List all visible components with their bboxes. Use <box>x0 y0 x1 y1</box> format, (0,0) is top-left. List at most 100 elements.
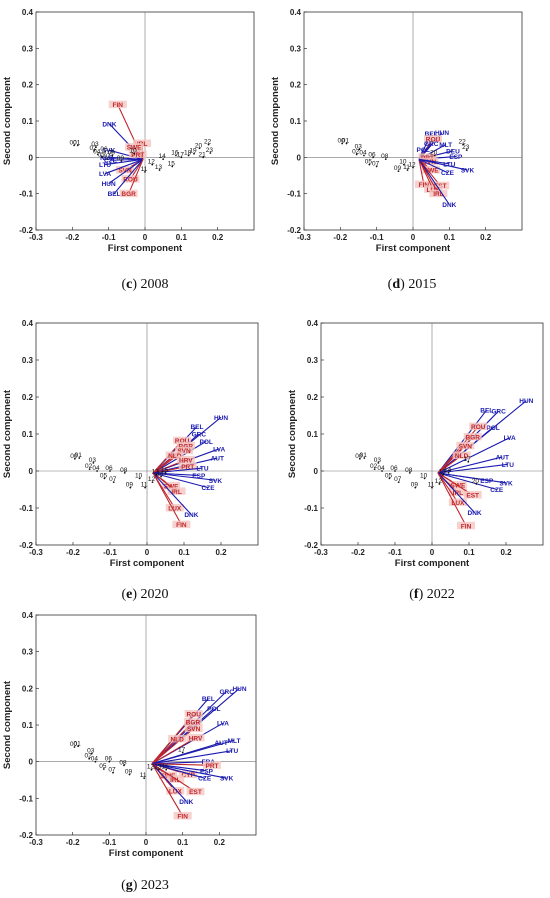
year-score-point <box>88 757 91 760</box>
loading-label: HUN <box>232 686 246 693</box>
year-score-point <box>388 477 391 480</box>
loading-label-highlight <box>469 422 488 431</box>
loading-vector <box>437 409 488 474</box>
loading-label: LUX <box>169 789 183 796</box>
loading-label-highlight <box>414 180 433 189</box>
loading-vector <box>108 158 144 184</box>
x-tick-label: 0 <box>143 233 148 242</box>
x-tick-label: -0.1 <box>103 548 117 557</box>
loading-label: ROU <box>426 137 441 144</box>
loading-vector <box>437 437 510 474</box>
year-score-label: 11 <box>428 482 435 489</box>
year-score-point <box>95 146 97 149</box>
x-tick-label: 0.2 <box>212 233 224 242</box>
loading-label: HRV <box>189 735 203 742</box>
loading-label: LTU <box>226 748 238 755</box>
y-axis-title: Second component <box>2 389 13 478</box>
caption-letter: e <box>126 587 132 602</box>
year-score-label: 23 <box>462 144 470 151</box>
year-score-point <box>143 777 146 780</box>
year-score-label: 23 <box>206 147 214 154</box>
loading-label-highlight <box>116 166 135 174</box>
loading-label-highlight <box>423 135 442 143</box>
loading-label: DNK <box>442 202 456 209</box>
year-score-label: 02 <box>90 145 98 152</box>
loading-label: POL <box>200 439 213 446</box>
year-score-point <box>128 773 131 776</box>
x-tick-label: -0.1 <box>370 233 384 242</box>
x-axis-title: First component <box>110 558 185 569</box>
caption-paren: ( <box>409 587 414 602</box>
panel-caption: (f) 2022 <box>409 587 455 602</box>
plot-area: HUNBELGRCROUPOLBGRLVASVNNLDAUTHRVPRTLTUE… <box>70 415 228 529</box>
year-score-label: 02 <box>352 148 360 155</box>
loading-label: DNK <box>102 121 116 128</box>
year-score-point <box>462 143 465 146</box>
year-score-point <box>73 144 76 147</box>
year-score-point <box>202 156 205 159</box>
loading-label: FIN <box>177 813 188 820</box>
caption-letter: c <box>126 277 132 292</box>
year-score-label: 07 <box>109 476 117 483</box>
year-score-label: 08 <box>381 153 389 160</box>
year-score-label: 06 <box>105 465 113 472</box>
year-score-point <box>162 158 165 161</box>
caption-year: 2020 <box>141 587 169 602</box>
year-score-label: 00 <box>355 453 363 460</box>
loading-label: CZE <box>202 485 216 492</box>
year-score-label: 03 <box>89 457 97 464</box>
year-score-label: 07 <box>108 767 116 774</box>
loading-vector <box>151 738 178 765</box>
year-score-label: 21 <box>199 151 207 158</box>
year-score-label: 05 <box>98 151 106 158</box>
y-tick-label: 0 <box>314 467 319 476</box>
x-tick-label: 0 <box>145 548 150 557</box>
year-score-point <box>207 143 210 146</box>
loading-label: DNK <box>184 512 198 519</box>
year-score-point <box>164 471 167 474</box>
year-score-label: 16 <box>171 150 179 157</box>
year-score-label: 05 <box>365 159 373 166</box>
loading-label: ROU <box>471 424 486 431</box>
plot-area: HUNBELGRCPOLROULVABGRSVNNLDAUTLTUESPSVKS… <box>355 398 533 530</box>
year-score-point <box>363 457 366 459</box>
caption-paren: ) <box>400 277 408 292</box>
plot-area: HUNBELROUGRCMLTPOLDEUESPPRTSVNLTUSVKSWEC… <box>338 130 475 209</box>
year-score-label: 01 <box>342 138 350 145</box>
year-score-point <box>90 752 93 755</box>
x-tick-label: 0.1 <box>178 548 190 557</box>
y-tick-label: -0.2 <box>19 541 33 550</box>
loading-label: LUX <box>168 506 182 513</box>
year-score-label: 09 <box>117 155 125 162</box>
caption-letter: f <box>414 587 419 602</box>
loading-label: BGR <box>465 434 480 441</box>
year-score-label: 04 <box>92 465 100 472</box>
loading-label: IRL <box>433 191 444 198</box>
loading-label-highlight <box>168 734 187 743</box>
loading-label-highlight <box>176 455 195 464</box>
year-score-label: 06 <box>100 146 108 153</box>
loading-label: LVA <box>504 435 516 442</box>
loading-label-highlight <box>176 441 195 450</box>
year-score-label: 09 <box>125 769 133 776</box>
loading-vector <box>152 472 192 516</box>
loading-label-highlight <box>179 770 198 778</box>
year-score-label: 18 <box>184 150 192 157</box>
loading-label: GRC <box>192 432 207 439</box>
loading-label-highlight <box>422 166 441 174</box>
loading-label: BEL <box>190 424 203 431</box>
loading-vector <box>151 763 213 766</box>
loading-vector <box>152 472 216 481</box>
year-score-label: 04 <box>359 150 367 157</box>
year-score-label: 01 <box>73 139 81 146</box>
biplot-panel: -0.3 -0.2 -0.1 0 0.1 0.2-0.2-0.100.10.20.30.4… <box>2 8 255 292</box>
panel-caption: (g) 2023 <box>121 878 169 893</box>
loading-label-highlight <box>186 787 205 796</box>
loading-label: SVK <box>209 478 223 485</box>
year-score-point <box>403 163 405 166</box>
year-score-point <box>412 166 414 169</box>
loading-label: ESP <box>192 473 206 480</box>
year-score-point <box>155 473 158 476</box>
loading-label: SVN <box>423 159 437 166</box>
year-score-point <box>431 486 433 489</box>
